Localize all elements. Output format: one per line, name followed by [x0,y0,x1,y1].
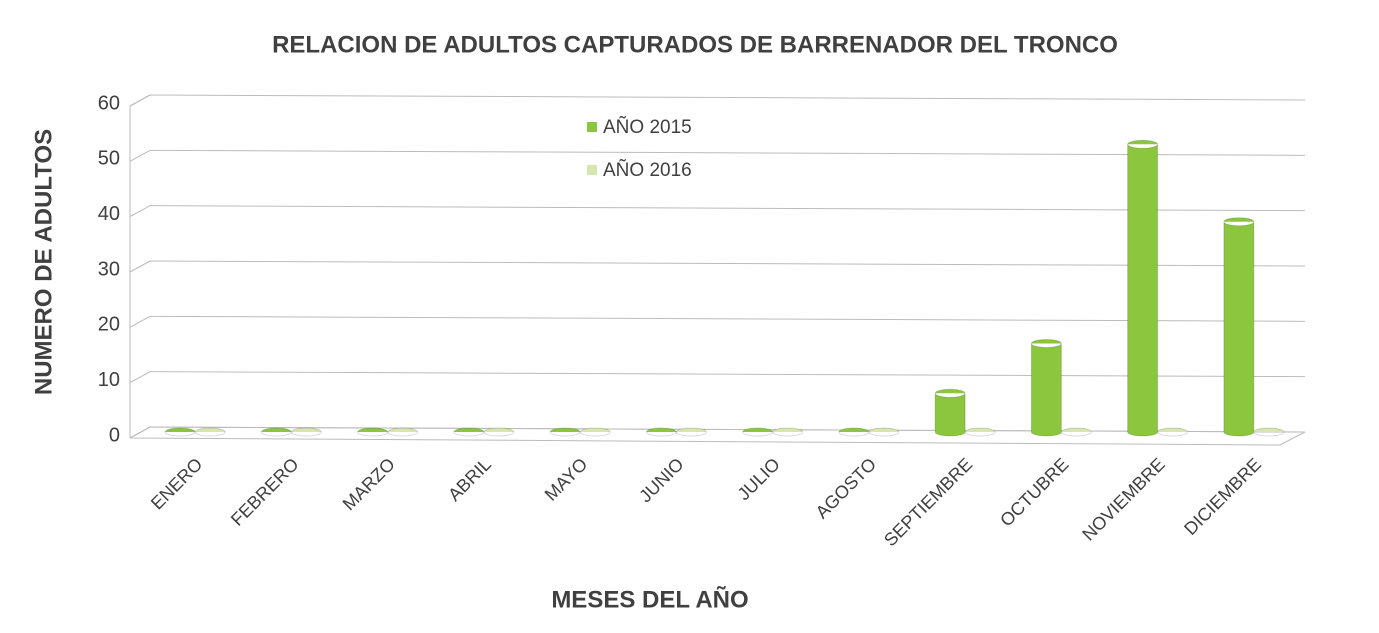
bar [934,388,966,437]
bar [742,427,774,437]
grid-line [149,260,1306,267]
grid-line [129,260,151,273]
x-axis-title: MESES DEL AÑO [551,585,748,613]
bar [387,427,419,437]
y-tick-label: 60 [98,92,120,114]
y-tick-label: 20 [98,314,120,336]
bar [549,427,581,437]
grid-line [149,315,1306,322]
bar [1060,427,1092,437]
legend-label: AÑO 2016 [603,159,692,181]
grid-line [149,94,1306,101]
bar [772,427,804,437]
bar [579,427,611,437]
bar [260,427,292,437]
bar [164,427,196,437]
bar [964,427,996,437]
grid-line [149,149,1306,156]
bar [838,427,870,437]
y-tick-label: 0 [109,424,120,446]
grid-line [129,426,151,439]
y-tick-label: 30 [98,258,120,280]
chart-title: RELACION DE ADULTOS CAPTURADOS DE BARREN… [272,31,1118,58]
legend-label: AÑO 2015 [603,116,692,138]
grid-line [129,315,151,328]
bar [290,427,322,437]
bar [868,427,900,437]
y-tick-label: 10 [98,369,120,391]
y-tick-label: 40 [98,203,120,225]
bar [453,427,485,437]
grid-line [149,205,1306,212]
bar [1223,217,1255,437]
bar [194,427,226,437]
grid-line [129,94,151,107]
bar [675,427,707,437]
bar [483,427,515,437]
y-axis-title: NUMERO DE ADULTOS [30,129,57,395]
legend-swatch [587,165,597,175]
bar [1030,338,1062,437]
grid-line [129,205,151,218]
bar [1253,427,1285,437]
grid-line [149,426,1306,433]
y-tick-label: 50 [98,148,120,170]
bar [1127,139,1159,437]
grid-line [149,371,1306,378]
bar [1157,427,1189,437]
legend-swatch [587,122,597,132]
grid-line [129,149,151,162]
bar [645,427,677,437]
bar [357,427,389,437]
grid-line [129,371,151,384]
